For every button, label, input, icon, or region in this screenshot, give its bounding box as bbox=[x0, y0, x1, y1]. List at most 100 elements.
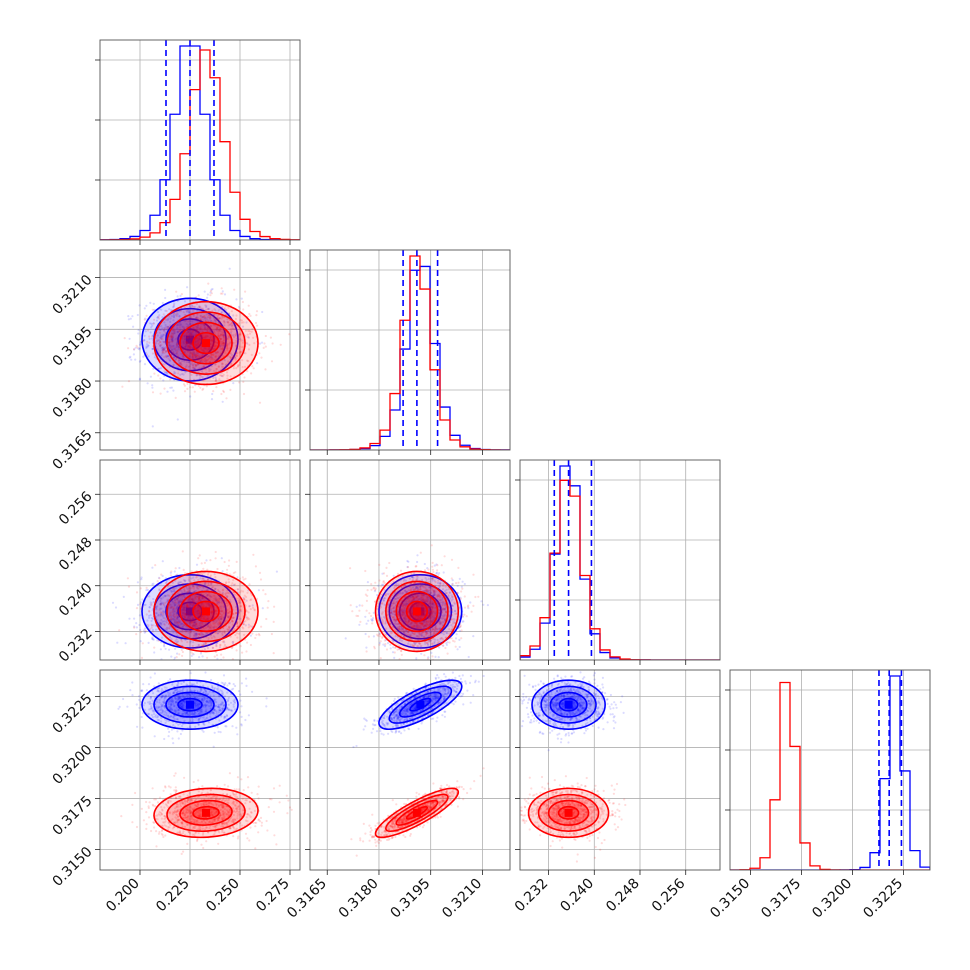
contour-2-0-1-0 bbox=[153, 570, 259, 653]
x-tick-label-3-2: 0.3200 bbox=[809, 876, 855, 922]
contour-1-0-1-3 bbox=[192, 331, 220, 355]
x-tick-label-3-0: 0.3150 bbox=[707, 876, 753, 922]
density-peak-3-0-1 bbox=[202, 808, 210, 817]
contour-3-0-1-2 bbox=[179, 799, 233, 826]
y-tick-label-1-0: 0.3165 bbox=[50, 427, 96, 473]
y-tick-label-3-3: 0.3225 bbox=[50, 691, 96, 737]
x-tick-label-1-1: 0.3180 bbox=[336, 876, 382, 922]
y-tick-label-3-2: 0.3200 bbox=[50, 742, 96, 788]
x-tick-label-2-0: 0.232 bbox=[512, 876, 552, 916]
panel-2-0 bbox=[95, 459, 301, 665]
contour-3-1-0-0 bbox=[378, 679, 463, 730]
density-peak-3-1-0 bbox=[416, 700, 425, 709]
contour-3-0-0-0 bbox=[141, 679, 239, 730]
x-tick-label-1-3: 0.3210 bbox=[439, 876, 485, 922]
frame-2-2 bbox=[519, 459, 721, 661]
contour-1-0-0-0 bbox=[141, 297, 239, 382]
density-peak-2-1-1 bbox=[412, 607, 421, 616]
x-tick-label-0-1: 0.225 bbox=[153, 876, 193, 916]
contour-2-1-0-1 bbox=[388, 583, 453, 640]
contour-3-2-1-3 bbox=[557, 805, 580, 820]
density-peak-3-2-1 bbox=[564, 808, 573, 817]
x-tick-label-3-1: 0.3175 bbox=[758, 876, 804, 922]
y-tick-label-1-2: 0.3195 bbox=[50, 324, 96, 370]
contour-2-1-0-0 bbox=[378, 574, 463, 649]
x-tick-label-0-0: 0.200 bbox=[103, 876, 143, 916]
panel-2-1 bbox=[305, 459, 511, 665]
density-peak-2-0-0 bbox=[186, 607, 194, 616]
contour-3-2-1-1 bbox=[537, 793, 600, 833]
panel-1-1 bbox=[305, 249, 511, 455]
frame-2-0 bbox=[99, 459, 301, 661]
contour-2-0-0-0 bbox=[141, 574, 239, 649]
histogram-0-series-1 bbox=[100, 49, 300, 240]
contour-3-2-1-2 bbox=[547, 799, 590, 826]
contour-1-0-1-0 bbox=[153, 300, 259, 386]
histogram-3-series-1 bbox=[730, 681, 930, 870]
frame-3-0 bbox=[99, 669, 301, 871]
histogram-2-series-1 bbox=[520, 479, 720, 660]
contour-2-0-1-1 bbox=[166, 580, 246, 643]
contour-2-0-0-2 bbox=[165, 592, 215, 631]
contour-3-0-1-1 bbox=[166, 793, 246, 833]
contour-3-1-1-0 bbox=[374, 787, 460, 839]
x-tick-label-1-2: 0.3195 bbox=[388, 876, 434, 922]
contour-3-1-0-1 bbox=[388, 685, 453, 724]
contour-2-1-1-3 bbox=[405, 600, 429, 623]
x-tick-label-1-0: 0.3165 bbox=[284, 876, 330, 922]
frame-0-0 bbox=[99, 39, 301, 241]
y-tick-label-2-1: 0.240 bbox=[56, 580, 96, 620]
density-peak-1-0-1 bbox=[202, 339, 210, 348]
contour-3-1-1-2 bbox=[395, 799, 439, 826]
y-tick-label-3-1: 0.3175 bbox=[50, 793, 96, 839]
contour-2-1-1-1 bbox=[385, 580, 449, 643]
contour-3-1-0-2 bbox=[398, 691, 442, 718]
x-tick-label-3-3: 0.3225 bbox=[860, 876, 906, 922]
panel-0-0 bbox=[95, 39, 301, 245]
contour-3-0-1-0 bbox=[153, 787, 259, 839]
frame-1-1 bbox=[309, 249, 511, 451]
density-peak-2-0-1 bbox=[202, 607, 210, 616]
contour-2-0-1-3 bbox=[192, 600, 220, 623]
scatter-2-1-series-0 bbox=[344, 554, 489, 660]
y-tick-label-2-0: 0.232 bbox=[56, 626, 96, 666]
density-peak-3-2-0 bbox=[564, 700, 573, 709]
contour-3-0-1-3 bbox=[192, 805, 220, 820]
contour-3-0-0-1 bbox=[153, 685, 227, 724]
contour-3-2-1-0 bbox=[527, 787, 610, 839]
contour-3-0-0-2 bbox=[165, 691, 215, 718]
y-tick-label-2-2: 0.248 bbox=[56, 534, 96, 574]
density-peak-3-0-0 bbox=[186, 700, 194, 709]
frame-3-3 bbox=[729, 669, 931, 871]
contour-1-0-1-2 bbox=[179, 321, 233, 365]
contour-3-1-1-1 bbox=[385, 793, 449, 833]
frame-3-2 bbox=[519, 669, 721, 871]
histogram-1-series-1 bbox=[310, 255, 510, 450]
contour-2-1-1-2 bbox=[395, 590, 439, 633]
contour-3-2-0-3 bbox=[558, 697, 579, 712]
frame-1-0 bbox=[99, 249, 301, 451]
panel-2-2 bbox=[515, 459, 721, 665]
panel-1-0 bbox=[95, 249, 301, 455]
contour-3-2-0-0 bbox=[531, 679, 606, 730]
contour-2-1-0-2 bbox=[398, 592, 442, 631]
contour-3-2-0-2 bbox=[549, 691, 588, 718]
contour-2-0-1-2 bbox=[179, 590, 233, 633]
contour-1-0-1-1 bbox=[166, 311, 246, 375]
y-tick-label-1-1: 0.3180 bbox=[50, 375, 96, 421]
x-tick-label-2-3: 0.256 bbox=[649, 875, 689, 915]
frame-2-1 bbox=[309, 459, 511, 661]
panel-3-3 bbox=[725, 669, 931, 875]
panel-3-0 bbox=[95, 669, 301, 875]
contour-3-0-0-3 bbox=[177, 697, 203, 712]
x-tick-label-2-2: 0.248 bbox=[603, 876, 643, 916]
density-peak-1-0-0 bbox=[186, 335, 194, 344]
y-tick-label-2-3: 0.256 bbox=[56, 489, 96, 529]
density-peak-3-1-1 bbox=[412, 808, 421, 817]
panel-3-2 bbox=[515, 669, 721, 875]
histogram-3-series-0 bbox=[730, 675, 930, 870]
x-tick-label-0-2: 0.250 bbox=[203, 876, 243, 916]
y-tick-label-1-3: 0.3210 bbox=[50, 272, 96, 318]
frame-3-1 bbox=[309, 669, 511, 871]
contour-2-1-1-0 bbox=[374, 570, 460, 653]
